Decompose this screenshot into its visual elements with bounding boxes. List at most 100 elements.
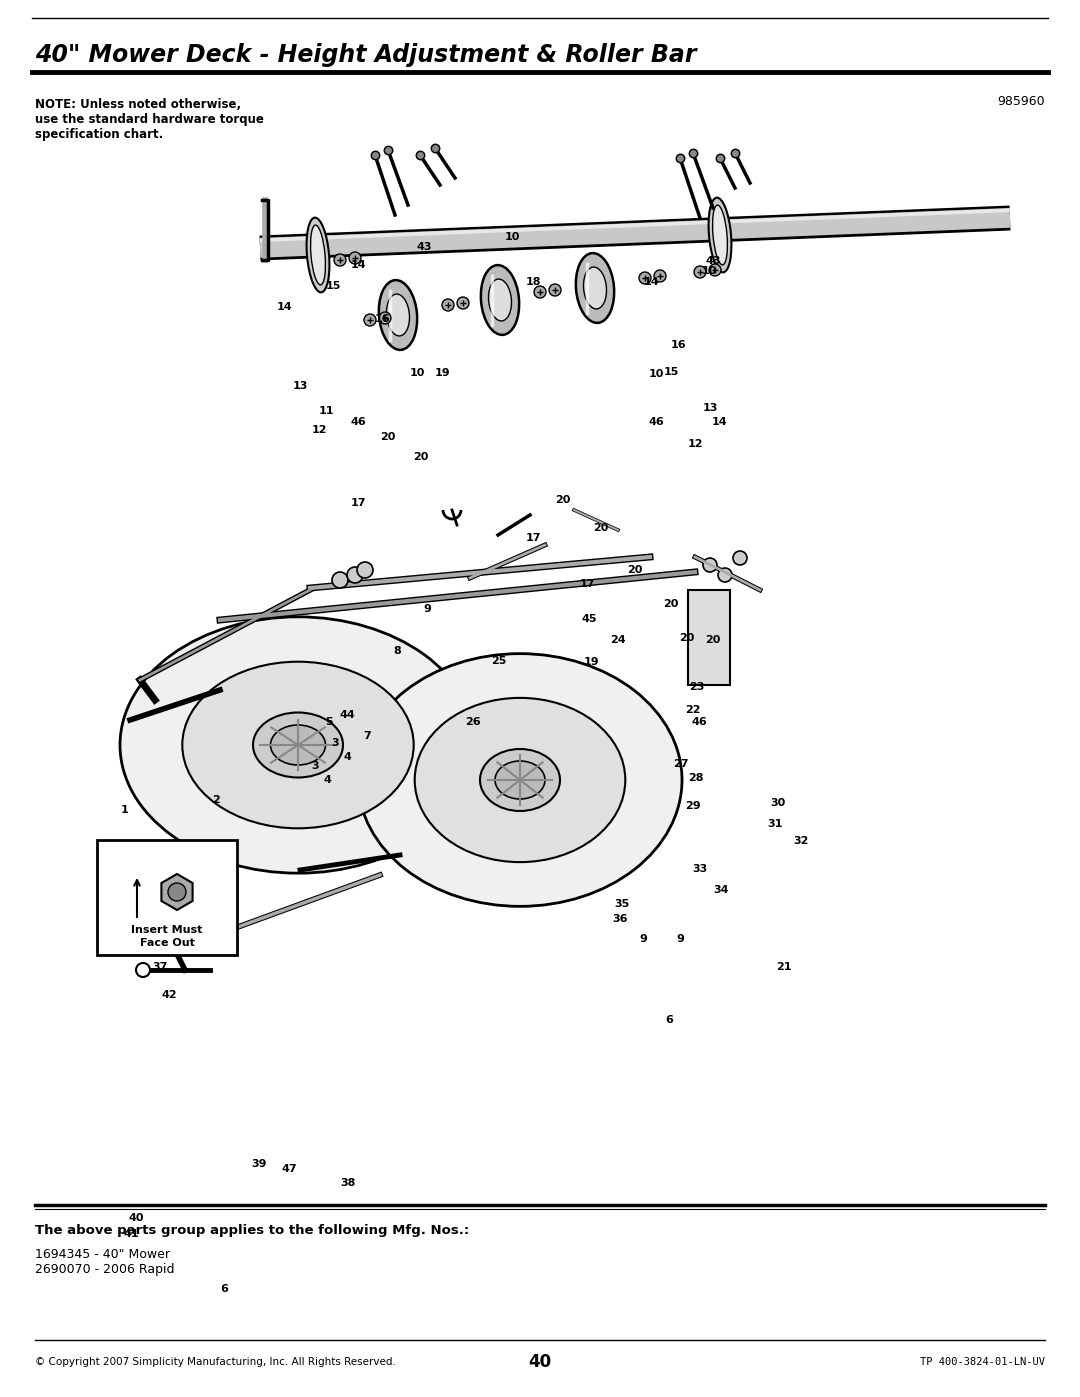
Text: specification chart.: specification chart.	[35, 129, 163, 141]
Circle shape	[708, 264, 721, 277]
Text: 17: 17	[580, 578, 595, 590]
Text: 12: 12	[688, 439, 703, 450]
Ellipse shape	[576, 253, 615, 323]
Text: 10: 10	[409, 367, 424, 379]
Circle shape	[718, 569, 732, 583]
Text: 17: 17	[526, 532, 541, 543]
Circle shape	[334, 254, 346, 265]
Text: 36: 36	[612, 914, 627, 925]
Text: 45: 45	[582, 613, 597, 624]
Text: 40: 40	[129, 1213, 144, 1224]
Text: 25: 25	[491, 655, 507, 666]
Text: 1: 1	[120, 805, 129, 816]
Text: 32: 32	[794, 835, 809, 847]
Text: 20: 20	[555, 495, 570, 506]
Ellipse shape	[708, 197, 731, 272]
Text: 16: 16	[375, 313, 390, 324]
Text: 42: 42	[162, 989, 177, 1000]
Text: 16: 16	[671, 339, 686, 351]
Circle shape	[349, 251, 361, 264]
Text: 37: 37	[152, 961, 167, 972]
Ellipse shape	[481, 265, 519, 335]
Ellipse shape	[307, 218, 329, 292]
Text: 3: 3	[330, 738, 339, 749]
Circle shape	[534, 286, 546, 298]
Text: 14: 14	[276, 302, 292, 313]
Text: 9: 9	[423, 604, 432, 615]
Text: 13: 13	[293, 380, 308, 391]
Text: 44: 44	[340, 710, 355, 721]
Circle shape	[694, 265, 706, 278]
Ellipse shape	[379, 279, 417, 349]
Text: use the standard hardware torque: use the standard hardware torque	[35, 113, 264, 126]
Text: 33: 33	[692, 863, 707, 875]
Circle shape	[357, 562, 373, 578]
Text: 13: 13	[703, 402, 718, 414]
Text: 10: 10	[504, 232, 519, 243]
Text: 1694345 - 40" Mower: 1694345 - 40" Mower	[35, 1248, 170, 1261]
Text: 14: 14	[644, 277, 659, 288]
Text: 12: 12	[312, 425, 327, 436]
Text: TP 400-3824-01-LN-UV: TP 400-3824-01-LN-UV	[920, 1356, 1045, 1368]
Text: 46: 46	[351, 416, 366, 427]
Ellipse shape	[583, 267, 607, 309]
Circle shape	[442, 299, 454, 312]
Text: 30: 30	[770, 798, 785, 809]
Text: 34: 34	[714, 884, 729, 895]
Text: 31: 31	[768, 819, 783, 830]
Text: 39: 39	[252, 1158, 267, 1169]
Ellipse shape	[357, 654, 681, 907]
Text: 10: 10	[649, 369, 664, 380]
Text: NOTE: Unless noted otherwise,: NOTE: Unless noted otherwise,	[35, 98, 241, 110]
Ellipse shape	[495, 761, 545, 799]
Text: 15: 15	[664, 366, 679, 377]
Text: 20: 20	[380, 432, 395, 443]
Ellipse shape	[253, 712, 343, 778]
Text: 6: 6	[220, 1284, 229, 1295]
Ellipse shape	[270, 725, 325, 766]
Ellipse shape	[713, 205, 728, 265]
Text: 47: 47	[282, 1164, 297, 1175]
Ellipse shape	[120, 617, 476, 873]
Text: 2690070 - 2006 Rapid: 2690070 - 2006 Rapid	[35, 1263, 175, 1275]
Text: 19: 19	[584, 657, 599, 668]
Text: 21: 21	[777, 961, 792, 972]
Text: 14: 14	[351, 260, 366, 271]
Text: 11: 11	[319, 405, 334, 416]
Text: 29: 29	[686, 800, 701, 812]
Text: 17: 17	[351, 497, 366, 509]
Text: 985960: 985960	[997, 95, 1045, 108]
Text: 46: 46	[649, 416, 664, 427]
Text: 22: 22	[686, 704, 701, 715]
Ellipse shape	[387, 293, 409, 335]
Text: 43: 43	[417, 242, 432, 253]
Text: 9: 9	[676, 933, 685, 944]
Bar	[688, 590, 730, 685]
Text: © Copyright 2007 Simplicity Manufacturing, Inc. All Rights Reserved.: © Copyright 2007 Simplicity Manufacturin…	[35, 1356, 396, 1368]
Text: 8: 8	[393, 645, 402, 657]
Text: 18: 18	[526, 277, 541, 288]
Circle shape	[639, 272, 651, 284]
Text: 40: 40	[528, 1354, 552, 1370]
Polygon shape	[161, 875, 192, 909]
Text: 3: 3	[311, 760, 320, 771]
Circle shape	[168, 883, 186, 901]
Text: 20: 20	[705, 634, 720, 645]
Circle shape	[703, 557, 717, 571]
Circle shape	[136, 963, 150, 977]
Text: 15: 15	[326, 281, 341, 292]
Circle shape	[549, 284, 561, 296]
Text: 20: 20	[663, 598, 678, 609]
Text: Insert Must: Insert Must	[132, 925, 203, 935]
Ellipse shape	[183, 662, 414, 828]
Text: 41: 41	[124, 1228, 139, 1239]
Text: 20: 20	[414, 451, 429, 462]
Text: 20: 20	[593, 522, 608, 534]
Text: 23: 23	[689, 682, 704, 693]
Circle shape	[347, 567, 363, 583]
Text: 20: 20	[627, 564, 643, 576]
Circle shape	[364, 314, 376, 326]
Text: Face Out: Face Out	[139, 939, 194, 949]
Text: 40" Mower Deck - Height Adjustment & Roller Bar: 40" Mower Deck - Height Adjustment & Rol…	[35, 43, 697, 67]
Circle shape	[733, 550, 747, 564]
